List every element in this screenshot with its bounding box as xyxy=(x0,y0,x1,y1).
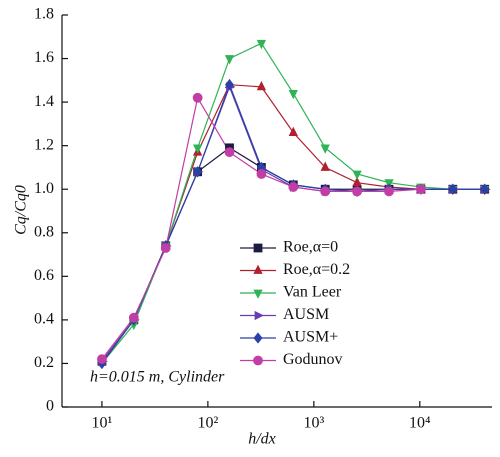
data-point xyxy=(256,80,267,91)
y-tick-label: 1.8 xyxy=(34,6,54,23)
data-point xyxy=(352,186,363,197)
legend-label: Roe,α=0.2 xyxy=(283,261,350,278)
data-point xyxy=(192,144,203,154)
y-tick-label: 0.8 xyxy=(34,223,54,240)
data-point xyxy=(416,184,426,195)
data-point xyxy=(160,243,171,253)
legend-label: Godunov xyxy=(283,351,343,368)
legend-marker xyxy=(253,355,263,366)
data-point xyxy=(448,183,458,195)
data-point xyxy=(320,161,330,171)
data-point xyxy=(193,166,203,178)
data-point xyxy=(224,55,235,65)
data-point xyxy=(384,186,394,197)
data-point xyxy=(480,183,490,195)
y-axis-label: Cq/Cq0 xyxy=(13,185,30,235)
y-tick-label: 1.4 xyxy=(34,93,54,110)
legend-marker xyxy=(253,332,263,344)
legend-marker xyxy=(253,289,263,299)
data-point xyxy=(225,79,235,91)
data-point xyxy=(192,92,203,103)
legend-marker xyxy=(254,310,264,321)
x-tick-label: 10³ xyxy=(303,415,324,432)
legend-marker xyxy=(253,264,263,274)
data-point xyxy=(256,39,267,50)
data-point xyxy=(97,354,107,364)
legend-marker xyxy=(253,243,263,253)
data-point xyxy=(320,186,331,197)
data-point xyxy=(288,126,298,137)
data-point xyxy=(320,144,330,154)
data-point xyxy=(288,182,299,192)
x-tick-label: 10¹ xyxy=(92,415,113,432)
y-tick-label: 0 xyxy=(46,398,54,415)
annotation: h=0.015 m, Cylinder xyxy=(90,369,225,386)
data-point xyxy=(352,176,362,187)
x-tick-label: 10² xyxy=(197,415,218,432)
legend-label: AUSM+ xyxy=(283,329,338,346)
legend-label: Van Leer xyxy=(283,284,342,301)
x-axis-label: h/dx xyxy=(248,431,276,448)
y-tick-label: 1.0 xyxy=(34,180,54,197)
data-point xyxy=(256,169,267,179)
legend-label: AUSM xyxy=(283,306,329,323)
y-tick-label: 0.4 xyxy=(34,311,54,328)
x-tick-label: 10⁴ xyxy=(409,415,431,432)
legend-label: Roe,α=0 xyxy=(283,239,338,256)
y-tick-label: 0.2 xyxy=(34,354,54,371)
y-tick-label: 1.2 xyxy=(34,136,54,153)
data-point xyxy=(352,170,362,180)
data-point xyxy=(128,312,139,323)
y-tick-label: 1.6 xyxy=(34,49,54,66)
series-line xyxy=(101,96,421,360)
y-tick-label: 0.6 xyxy=(34,267,54,284)
data-point xyxy=(288,90,298,100)
data-point xyxy=(224,147,235,158)
